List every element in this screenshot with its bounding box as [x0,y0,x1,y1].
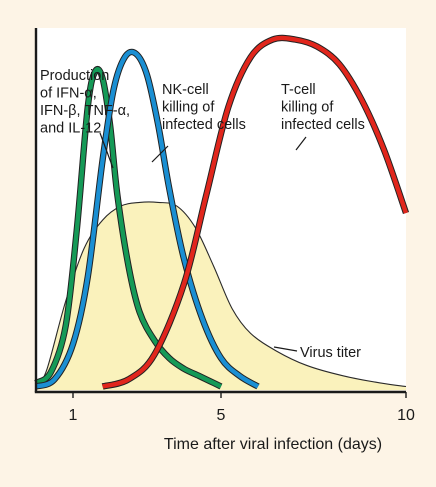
ifn-label-line: IFN-β, TNF-α, [40,103,130,119]
virus-titer-outline [35,201,407,391]
nk-label: NK-cell killing of infected cells [162,82,246,133]
nk-label-line: NK-cell [162,82,209,98]
ifn-label: Production of IFN-α, IFN-β, TNF-α, and IL-1… [40,68,130,137]
virus-label: Virus titer [300,345,361,361]
ifn-curve [34,67,222,389]
ifn-leader-line [99,132,114,169]
nk-curve [35,49,260,389]
ifn-label-line: Production [40,68,109,84]
x-tick-label: 10 [397,407,415,424]
tcell-leader-line [295,136,307,151]
tcell-label: T-cell killing of infected cells [281,82,365,133]
virus-label-line: Virus titer [300,345,361,361]
plot-content: Production of IFN-α, IFN-β, TNF-α, and IL-1… [34,34,410,391]
tcell-label-line: T-cell [281,82,316,98]
x-tick-label: 5 [217,407,226,424]
tcell-curve [102,35,409,389]
tcell-label-line: killing of [281,100,334,116]
x-tick-label: 1 [69,407,78,424]
nk-leader-line [151,145,169,163]
ifn-label-line: of IFN-α, [40,86,97,102]
x-axis-label: Time after viral infection (days) [164,436,382,453]
virus-leader-line [273,346,298,352]
nk-label-line: killing of [162,100,215,116]
tcell-label-line: infected cells [281,117,365,133]
ifn-label-line: and IL-12 [40,121,101,137]
x-axis-ticks: 1 5 10 [69,392,415,424]
nk-label-line: infected cells [162,117,246,133]
